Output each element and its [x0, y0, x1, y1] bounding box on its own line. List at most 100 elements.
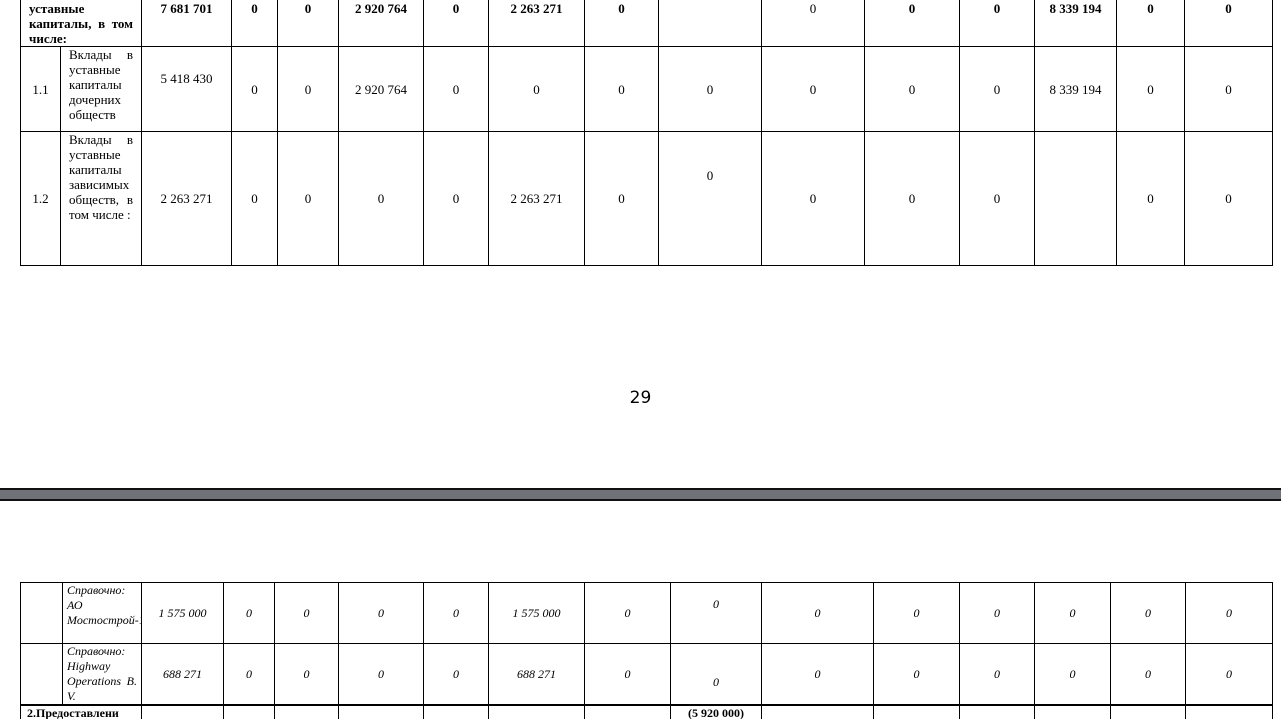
cell: 0	[761, 131, 866, 266]
cell	[423, 704, 489, 719]
cell: 0	[277, 46, 340, 132]
cell: 688 271	[141, 643, 224, 706]
cell	[1034, 131, 1118, 266]
row-label: Вклады в уставные капиталы зависимых общ…	[59, 131, 143, 266]
cell: 0	[670, 582, 762, 644]
row-label: Вклады в уставные капиталы дочерних обще…	[59, 46, 143, 132]
cell: 7 681 701	[141, 0, 233, 47]
cell: 0	[761, 582, 874, 644]
document-page-29: уставные капиталы, в том числе: 7 681 70…	[19, 0, 1274, 408]
document-page-30: Справочно: АО Мостострой-11 1 575 000 0 …	[0, 501, 1281, 719]
cell: 0	[584, 643, 671, 706]
cell: 0	[864, 46, 961, 132]
cell: 0	[1034, 643, 1111, 706]
cell: 0	[584, 131, 660, 266]
cell: 0	[761, 0, 866, 47]
row-label: уставные капиталы, в том числе:	[19, 0, 143, 47]
cell	[1185, 704, 1273, 719]
cell: 0	[274, 582, 339, 644]
cell: 0	[1110, 582, 1186, 644]
cell	[141, 704, 224, 719]
table-row-mostostroy: Справочно: АО Мостострой-11 1 575 000 0 …	[20, 582, 1273, 644]
cell: 0	[959, 46, 1036, 132]
row-label: 2.Предоставлени	[20, 704, 142, 719]
cell: 5 418 430	[141, 46, 233, 132]
cell: 0	[761, 46, 866, 132]
cell: 1 575 000	[488, 582, 585, 644]
table-row-section-2: 2.Предоставлени (5 920 000)	[20, 704, 1273, 719]
cell: 0	[959, 643, 1035, 706]
cell	[873, 704, 960, 719]
cell: 0	[584, 0, 660, 47]
cell: 0	[658, 46, 763, 132]
row-label: Справочно: Highway Operations B. V.	[62, 643, 142, 706]
cell: 0	[959, 0, 1036, 47]
cell: 0	[1116, 131, 1186, 266]
cell: 688 271	[488, 643, 585, 706]
cell	[761, 704, 874, 719]
cell: 0	[1184, 46, 1274, 132]
cell: 2 263 271	[488, 131, 586, 266]
row-label: Справочно: АО Мостострой-11	[62, 582, 142, 644]
row-number: 1.2	[20, 131, 61, 266]
cell	[584, 704, 671, 719]
cell: 0	[1185, 643, 1273, 706]
cell: 1 575 000	[141, 582, 224, 644]
cell: 0	[761, 643, 874, 706]
cell: 2 263 271	[141, 131, 233, 266]
page-number: 29	[629, 388, 652, 408]
cell: 2 263 271	[488, 0, 586, 47]
cell: 0	[873, 643, 960, 706]
cell: 0	[1116, 0, 1186, 47]
investments-table-top: уставные капиталы, в том числе: 7 681 70…	[19, 0, 1274, 266]
cell	[338, 704, 424, 719]
cell: 0	[1116, 46, 1186, 132]
row-number	[20, 643, 63, 706]
cell: 0	[423, 131, 490, 266]
cell: (5 920 000)	[670, 704, 762, 719]
cell: 0	[277, 0, 340, 47]
cell: 0	[231, 46, 279, 132]
cell: 0	[423, 643, 489, 706]
cell: 0	[584, 582, 671, 644]
cell: 0	[864, 131, 961, 266]
cell: 0	[959, 131, 1036, 266]
cell: 8 339 194	[1034, 46, 1118, 132]
cell: 0	[423, 46, 490, 132]
cell: 0	[231, 0, 279, 47]
cell: 8 339 194	[1034, 0, 1118, 47]
cell: 0	[231, 131, 279, 266]
table-row-1-2: 1.2 Вклады в уставные капиталы зависимых…	[20, 131, 1274, 266]
cell: 0	[864, 0, 961, 47]
cell	[658, 0, 763, 47]
cell	[223, 704, 275, 719]
cell	[1034, 704, 1111, 719]
cell: 0	[1184, 131, 1274, 266]
cell: 2 920 764	[338, 0, 425, 47]
table-row-total: уставные капиталы, в том числе: 7 681 70…	[19, 0, 1274, 47]
cell: 0	[658, 131, 763, 266]
cell: 0	[338, 131, 425, 266]
cell: 0	[584, 46, 660, 132]
cell: 0	[277, 131, 340, 266]
cell: 0	[274, 643, 339, 706]
cell: 0	[1184, 0, 1274, 47]
cell	[274, 704, 339, 719]
row-number: 1.1	[20, 46, 61, 132]
row-number	[20, 582, 63, 644]
cell: 0	[338, 582, 424, 644]
page-separator	[0, 488, 1281, 501]
cell: 0	[1034, 582, 1111, 644]
cell: 0	[338, 643, 424, 706]
cell: 0	[873, 582, 960, 644]
cell: 0	[670, 643, 762, 706]
cell: 0	[223, 582, 275, 644]
cell: 2 920 764	[338, 46, 425, 132]
table-row-1-1: 1.1 Вклады в уставные капиталы дочерних …	[20, 46, 1274, 132]
investments-table-bottom: Справочно: АО Мостострой-11 1 575 000 0 …	[20, 582, 1273, 719]
table-row-highway: Справочно: Highway Operations B. V. 688 …	[20, 643, 1273, 706]
cell	[1110, 704, 1186, 719]
cell: 0	[488, 46, 586, 132]
cell	[488, 704, 585, 719]
cell: 0	[423, 582, 489, 644]
